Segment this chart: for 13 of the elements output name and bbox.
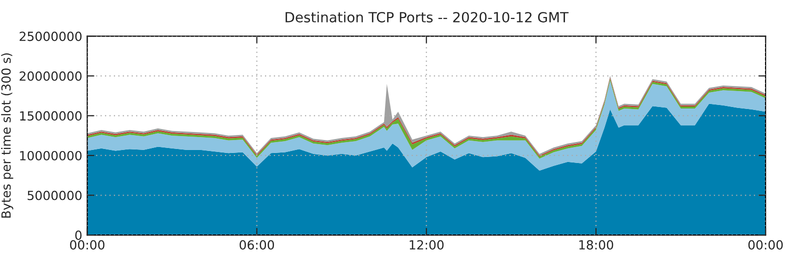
y-tick-label: 5000000 (28, 190, 82, 200)
x-tick-label: 12:00 (410, 240, 444, 250)
y-tick-label: 0 (75, 230, 82, 240)
y-tick-label: 15000000 (20, 111, 82, 121)
y-tick-label: 20000000 (20, 71, 82, 81)
y-tick-label: 25000000 (20, 32, 82, 42)
x-tick-label: 06:00 (240, 240, 274, 250)
chart-title: Destination TCP Ports -- 2020-10-12 GMT (286, 12, 569, 22)
x-tick-label: 18:00 (579, 240, 614, 250)
y-tick-label: 10000000 (20, 150, 82, 160)
x-tick-label: 00:00 (748, 240, 783, 250)
x-tick-label: 00:00 (70, 240, 104, 250)
y-axis-title: Bytes per time slot (300 s) (1, 53, 14, 218)
